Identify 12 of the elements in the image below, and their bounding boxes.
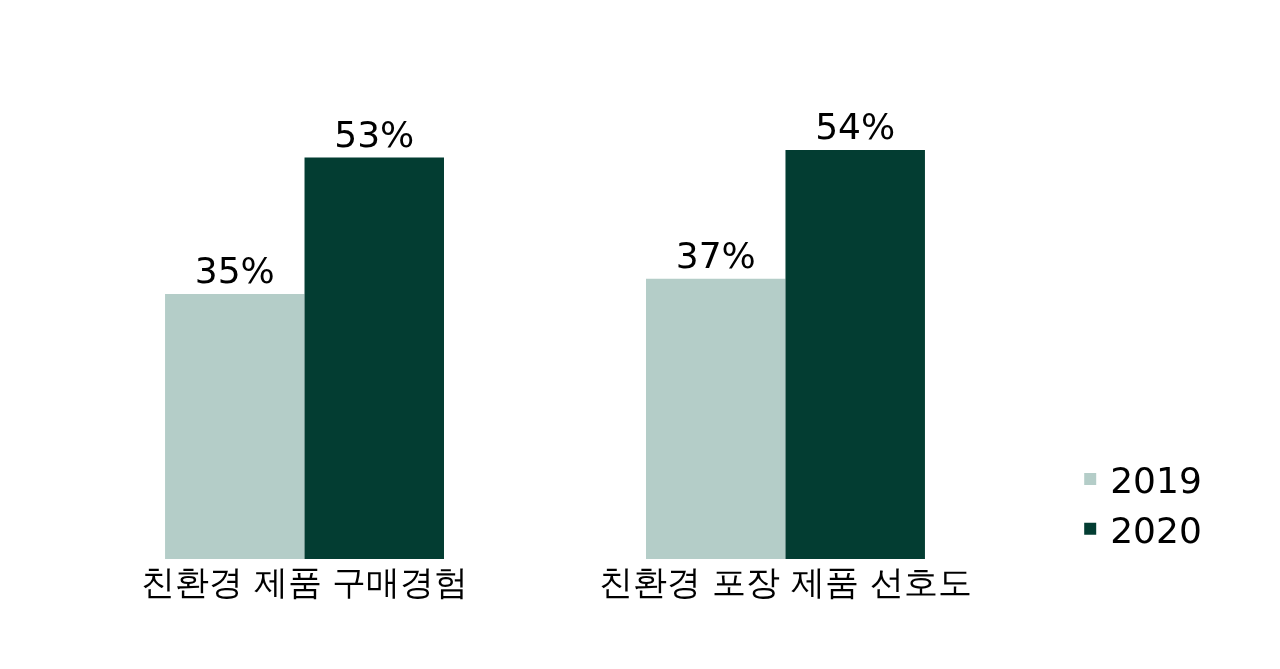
x-tick-label: 친환경 포장 제품 선호도 <box>599 562 972 602</box>
bar <box>165 293 305 559</box>
data-label: 53% <box>334 113 415 155</box>
data-label: 37% <box>675 234 756 276</box>
legend-label: 2019 <box>1110 459 1202 501</box>
x-tick-label: 친환경 제품 구매경험 <box>140 562 469 602</box>
bar <box>785 149 925 559</box>
data-label: 54% <box>815 105 896 147</box>
data-label: 35% <box>194 249 275 291</box>
bar <box>304 157 444 559</box>
legend-label: 2020 <box>1110 509 1202 551</box>
bar <box>646 278 786 559</box>
